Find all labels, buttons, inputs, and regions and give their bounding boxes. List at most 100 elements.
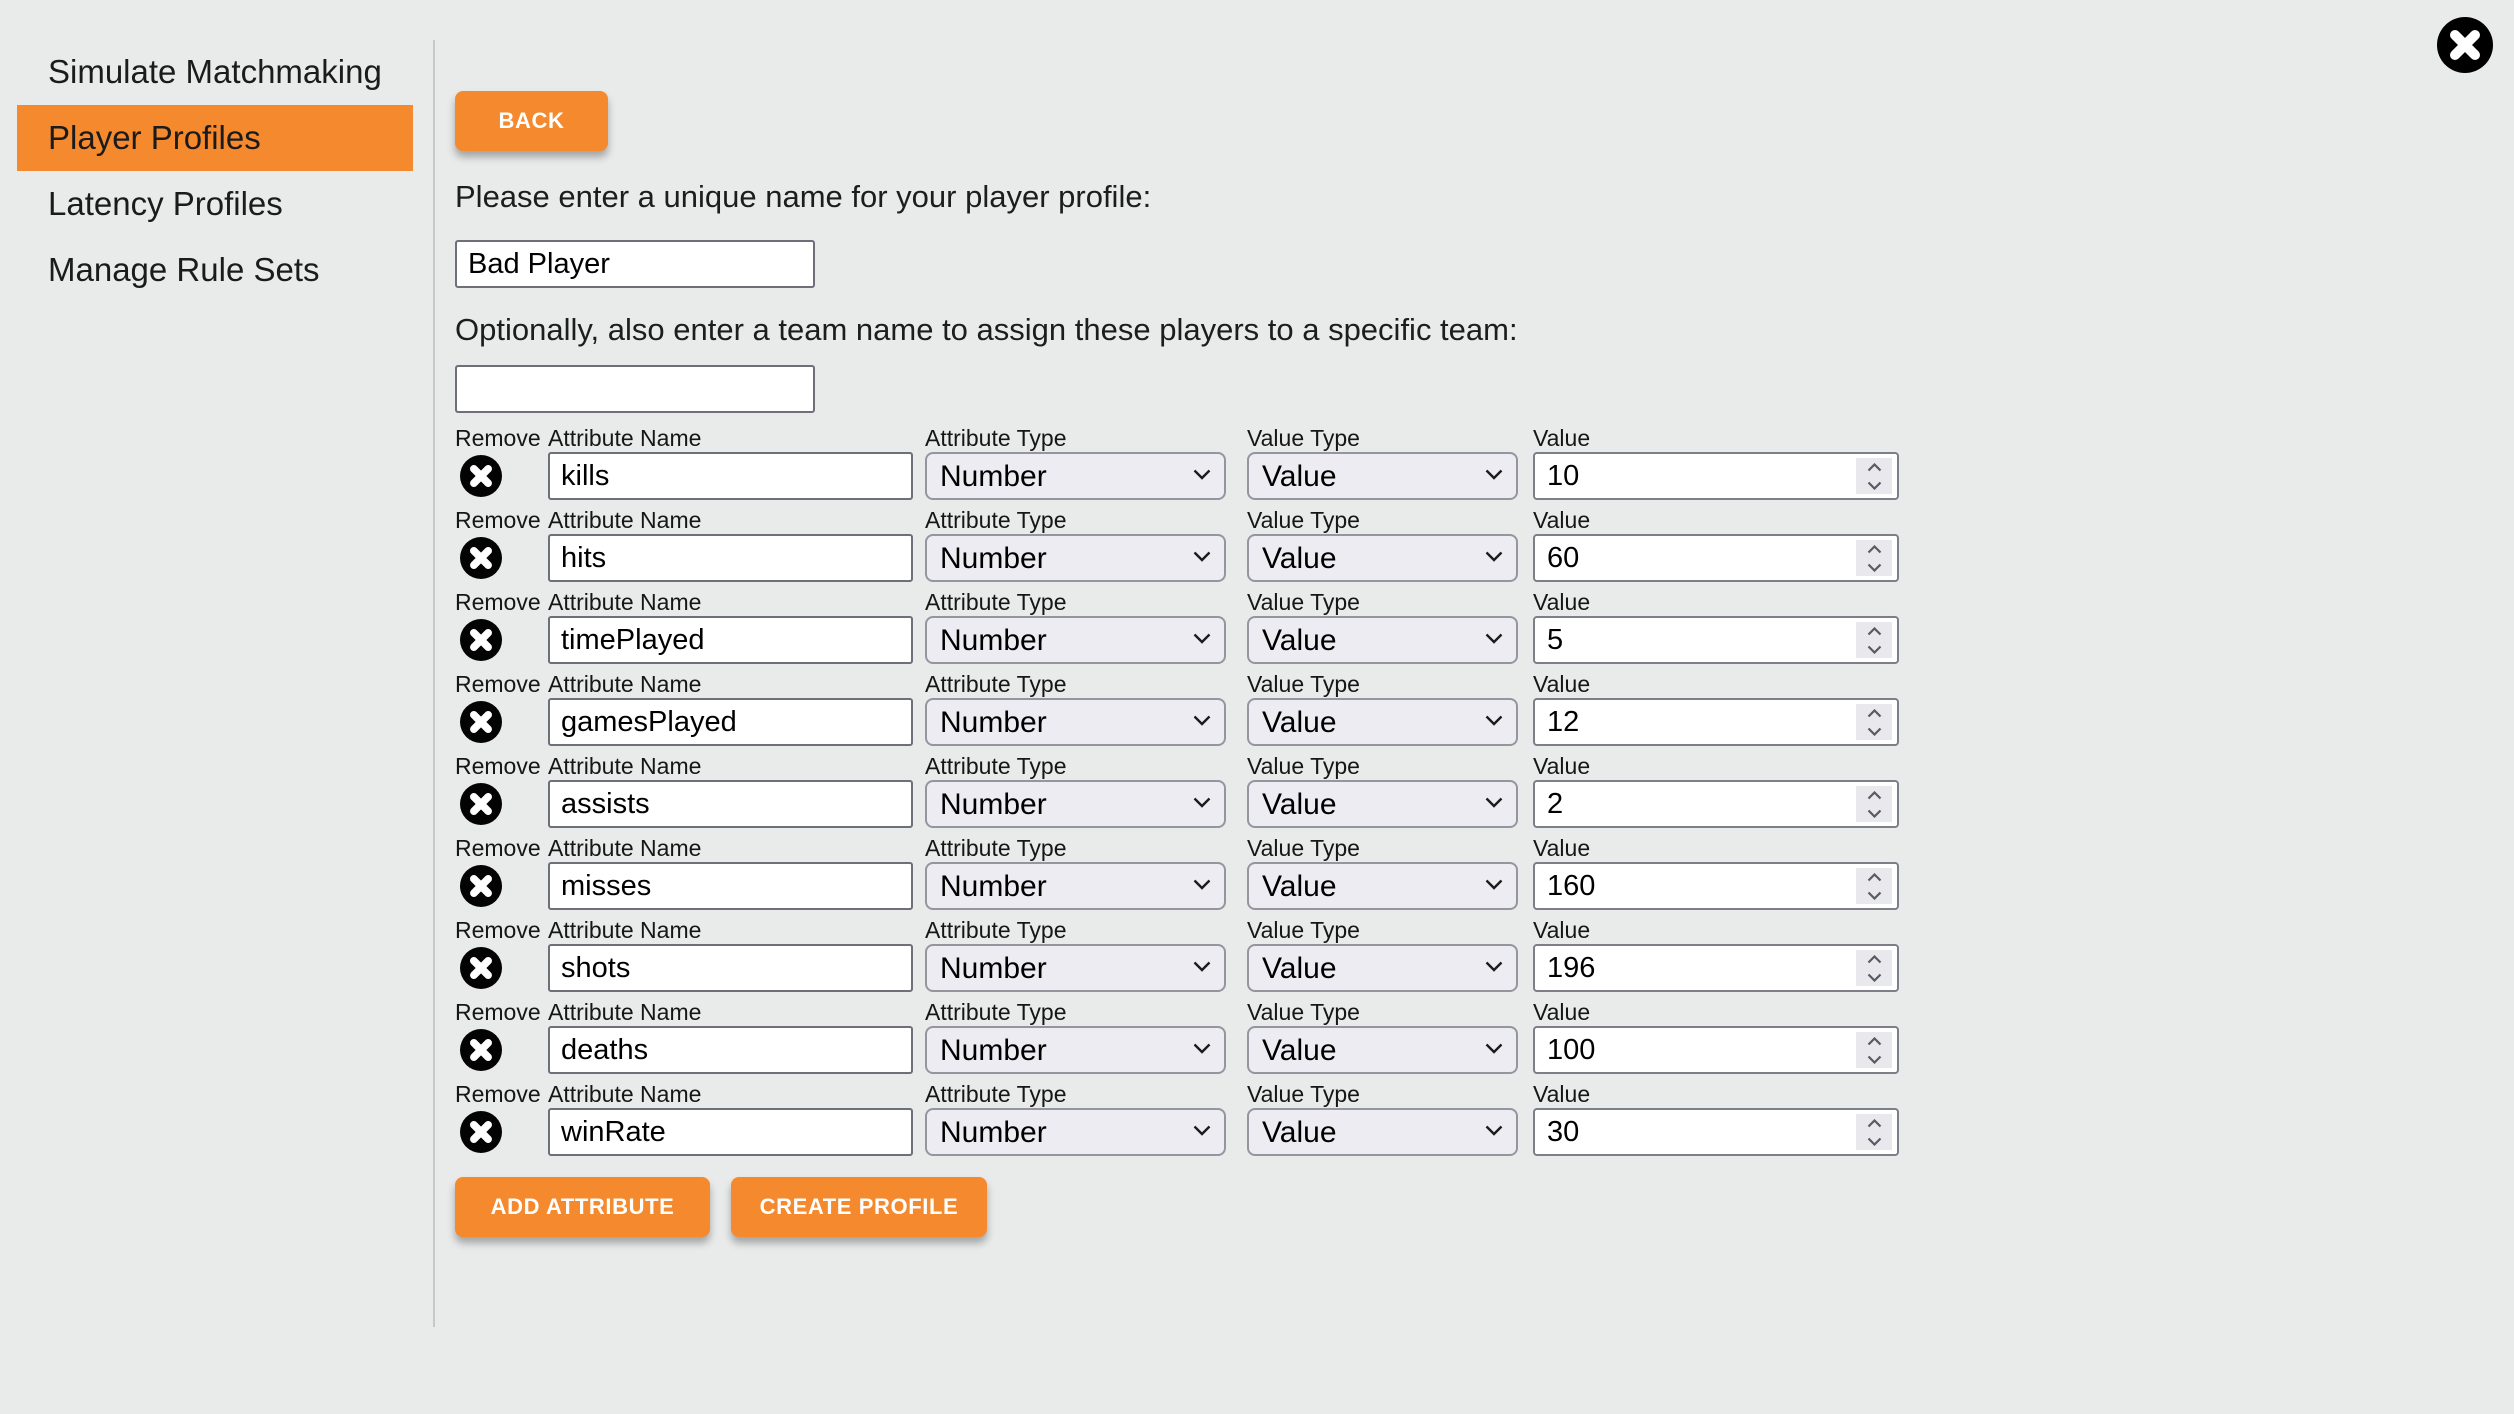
value-type-select[interactable]: Value — [1247, 1108, 1518, 1156]
value-column-label: Value — [1533, 917, 1591, 943]
remove-attribute-button[interactable] — [460, 947, 502, 989]
value-type-select[interactable]: Value — [1247, 862, 1518, 910]
add-attribute-button[interactable]: ADD ATTRIBUTE — [455, 1177, 710, 1237]
value-type-column-label: Value Type — [1247, 999, 1360, 1025]
stepper-up-button[interactable] — [1856, 1032, 1892, 1050]
attribute-value-input[interactable] — [1535, 536, 1847, 580]
attribute-value-input[interactable] — [1535, 946, 1847, 990]
attribute-type-column-label: Attribute Type — [925, 835, 1067, 861]
value-type-select[interactable]: Value — [1247, 616, 1518, 664]
value-stepper — [1856, 1114, 1892, 1150]
stepper-up-button[interactable] — [1856, 458, 1892, 476]
attribute-type-select[interactable]: Number — [925, 1108, 1226, 1156]
attribute-type-select[interactable]: Number — [925, 698, 1226, 746]
chevron-down-icon — [1867, 1137, 1881, 1146]
profile-name-input[interactable] — [455, 240, 815, 288]
value-type-select[interactable]: Value — [1247, 1026, 1518, 1074]
attribute-type-select[interactable]: Number — [925, 452, 1226, 500]
attribute-value-input[interactable] — [1535, 1110, 1847, 1154]
attribute-name-input[interactable] — [548, 698, 913, 746]
attribute-value-input[interactable] — [1535, 864, 1847, 908]
sidebar: Simulate Matchmaking Player Profiles Lat… — [0, 39, 433, 303]
sidebar-item-simulate-matchmaking[interactable]: Simulate Matchmaking — [48, 53, 382, 90]
value-stepper — [1856, 540, 1892, 576]
stepper-up-button[interactable] — [1856, 704, 1892, 722]
back-button[interactable]: BACK — [455, 91, 608, 151]
attribute-type-select[interactable]: Number — [925, 534, 1226, 582]
attribute-row: Remove Attribute Name Attribute Type Num… — [455, 508, 1905, 582]
stepper-down-button[interactable] — [1856, 968, 1892, 986]
attribute-name-column-label: Attribute Name — [548, 671, 702, 697]
stepper-down-button[interactable] — [1856, 804, 1892, 822]
stepper-down-button[interactable] — [1856, 476, 1892, 494]
stepper-up-button[interactable] — [1856, 868, 1892, 886]
stepper-up-button[interactable] — [1856, 1114, 1892, 1132]
attribute-value-input[interactable] — [1535, 454, 1847, 498]
value-stepper — [1856, 458, 1892, 494]
remove-attribute-button[interactable] — [460, 1029, 502, 1071]
value-type-column-label: Value Type — [1247, 671, 1360, 697]
stepper-down-button[interactable] — [1856, 1132, 1892, 1150]
value-type-select[interactable]: Value — [1247, 452, 1518, 500]
attribute-value-field — [1533, 1108, 1899, 1156]
sidebar-item-manage-rule-sets[interactable]: Manage Rule Sets — [48, 251, 320, 288]
value-column-label: Value — [1533, 835, 1591, 861]
close-button[interactable] — [2437, 17, 2493, 73]
attribute-value-input[interactable] — [1535, 1028, 1847, 1072]
value-column-label: Value — [1533, 753, 1591, 779]
attribute-type-select[interactable]: Number — [925, 616, 1226, 664]
attribute-name-input[interactable] — [548, 534, 913, 582]
attribute-name-input[interactable] — [548, 780, 913, 828]
attribute-row: Remove Attribute Name Attribute Type Num… — [455, 836, 1905, 910]
attribute-name-column-label: Attribute Name — [548, 835, 702, 861]
remove-attribute-button[interactable] — [460, 537, 502, 579]
attribute-type-select[interactable]: Number — [925, 780, 1226, 828]
stepper-down-button[interactable] — [1856, 1050, 1892, 1068]
stepper-up-button[interactable] — [1856, 540, 1892, 558]
value-stepper — [1856, 950, 1892, 986]
value-column-label: Value — [1533, 1081, 1591, 1107]
value-type-select[interactable]: Value — [1247, 698, 1518, 746]
stepper-up-button[interactable] — [1856, 622, 1892, 640]
remove-attribute-button[interactable] — [460, 1111, 502, 1153]
chevron-up-icon — [1867, 626, 1881, 635]
value-type-select[interactable]: Value — [1247, 534, 1518, 582]
stepper-up-button[interactable] — [1856, 950, 1892, 968]
create-profile-button[interactable]: CREATE PROFILE — [731, 1177, 987, 1237]
attribute-type-select[interactable]: Number — [925, 862, 1226, 910]
remove-x-icon — [460, 1111, 502, 1153]
attribute-value-input[interactable] — [1535, 782, 1847, 826]
remove-attribute-button[interactable] — [460, 865, 502, 907]
attribute-type-select[interactable]: Number — [925, 944, 1226, 992]
attribute-name-input[interactable] — [548, 1108, 913, 1156]
stepper-down-button[interactable] — [1856, 722, 1892, 740]
remove-attribute-button[interactable] — [460, 783, 502, 825]
attribute-value-input[interactable] — [1535, 618, 1847, 662]
remove-attribute-button[interactable] — [460, 701, 502, 743]
value-type-select[interactable]: Value — [1247, 780, 1518, 828]
stepper-up-button[interactable] — [1856, 786, 1892, 804]
attribute-name-input[interactable] — [548, 1026, 913, 1074]
sidebar-item-player-profiles[interactable]: Player Profiles — [17, 105, 413, 171]
value-type-select[interactable]: Value — [1247, 944, 1518, 992]
attribute-name-input[interactable] — [548, 616, 913, 664]
sidebar-item-latency-profiles[interactable]: Latency Profiles — [48, 185, 283, 222]
remove-x-icon — [460, 455, 502, 497]
attribute-value-field — [1533, 944, 1899, 992]
stepper-down-button[interactable] — [1856, 886, 1892, 904]
attribute-name-input[interactable] — [548, 944, 913, 992]
remove-attribute-button[interactable] — [460, 619, 502, 661]
stepper-down-button[interactable] — [1856, 558, 1892, 576]
stepper-down-button[interactable] — [1856, 640, 1892, 658]
attribute-name-input[interactable] — [548, 452, 913, 500]
attribute-name-input[interactable] — [548, 862, 913, 910]
remove-attribute-button[interactable] — [460, 455, 502, 497]
profile-name-prompt: Please enter a unique name for your play… — [455, 179, 1152, 214]
value-column-label: Value — [1533, 425, 1591, 451]
attribute-row: Remove Attribute Name Attribute Type Num… — [455, 754, 1905, 828]
team-name-input[interactable] — [455, 365, 815, 413]
attribute-value-field — [1533, 780, 1899, 828]
value-type-column-label: Value Type — [1247, 507, 1360, 533]
attribute-value-input[interactable] — [1535, 700, 1847, 744]
attribute-type-select[interactable]: Number — [925, 1026, 1226, 1074]
